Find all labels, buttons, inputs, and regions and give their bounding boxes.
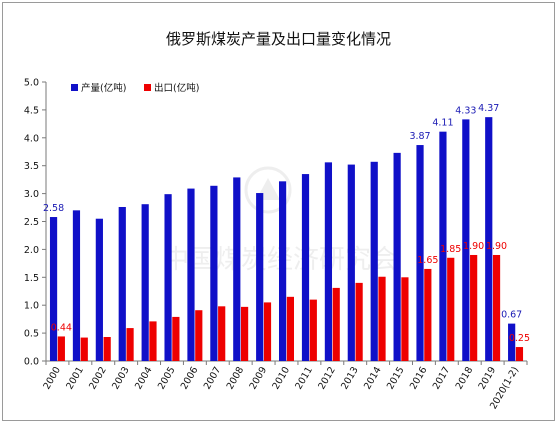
bar-production <box>301 174 310 361</box>
bar-export <box>195 310 203 361</box>
bar-production <box>164 194 172 361</box>
legend-label-production: 产量(亿吨) <box>81 82 126 94</box>
data-label-production: 4.11 <box>432 118 453 129</box>
bars <box>49 117 524 362</box>
bar-export <box>240 306 249 361</box>
bar-production <box>233 177 241 361</box>
x-tick-label: 2006 <box>179 365 201 391</box>
bar-export <box>218 306 226 361</box>
y-tick-label: 1.5 <box>24 273 39 284</box>
bar-production <box>72 210 81 361</box>
data-label-export: 1.90 <box>463 241 484 252</box>
bar-export <box>447 257 455 361</box>
bar-export <box>149 321 157 361</box>
bar-production <box>439 131 447 361</box>
bar-production <box>416 145 424 361</box>
data-label-export: 1.85 <box>440 244 461 255</box>
bar-production <box>141 204 149 361</box>
bar-production <box>370 161 378 361</box>
data-labels: 2.58 0.44 3.87 1.65 4.11 1.85 4.33 1.90 4.37 1.90… <box>43 103 530 344</box>
data-label-export: 0.44 <box>51 322 72 333</box>
y-tick-label: 5.0 <box>24 78 39 89</box>
bar-production <box>118 206 126 361</box>
legend: 产量(亿吨) 出口(亿吨) <box>71 82 199 94</box>
bar-production <box>347 164 355 361</box>
bar-export <box>401 277 409 361</box>
bar-production <box>508 323 516 361</box>
chart-title: 俄罗斯煤炭产量及出口量变化情况 <box>165 30 391 48</box>
bar-production <box>279 181 287 361</box>
x-tick-label: 2008 <box>225 365 247 391</box>
bar-export <box>172 316 180 361</box>
x-tick-label: 2011 <box>293 365 315 391</box>
y-tick-label: 4.5 <box>24 105 39 116</box>
data-label-export: 1.65 <box>417 255 438 266</box>
x-tick-label: 2012 <box>316 365 338 391</box>
x-tick-label: 2017 <box>431 365 453 391</box>
bar-export <box>332 287 340 361</box>
bar-export <box>80 337 88 361</box>
bar-export <box>378 276 386 361</box>
bar-export <box>355 282 363 361</box>
bar-export <box>424 268 432 361</box>
x-tick-label: 2001 <box>64 365 86 391</box>
bar-export <box>57 336 65 361</box>
bar-production <box>393 152 401 361</box>
data-label-production: 4.37 <box>478 103 499 114</box>
y-tick-label: 0.5 <box>24 329 39 340</box>
data-label-production: 2.58 <box>43 203 64 214</box>
y-tick-label: 4.0 <box>24 133 39 144</box>
bar-export <box>492 254 501 361</box>
y-tick-label: 3.0 <box>24 189 39 200</box>
x-tick-label: 2005 <box>156 365 178 391</box>
x-tick-label: 2016 <box>408 365 430 391</box>
bar-production <box>324 162 333 361</box>
x-tick-label: 2002 <box>87 365 109 391</box>
bar-production <box>462 119 470 361</box>
bar-export <box>515 347 524 361</box>
x-tick-label: 2018 <box>454 365 476 391</box>
y-tick-label: 3.5 <box>24 161 39 172</box>
bar-production <box>187 188 195 361</box>
data-label-export: 1.90 <box>486 241 507 252</box>
legend-label-export: 出口(亿吨) <box>154 82 199 94</box>
x-tick-label: 2019 <box>477 365 499 391</box>
bar-export <box>126 328 134 361</box>
x-tick-label: 2003 <box>110 365 132 391</box>
x-tick-label: 2009 <box>248 365 270 391</box>
bar-production <box>256 193 264 361</box>
x-tick-label: 2014 <box>362 365 384 391</box>
x-tick-label: 2013 <box>339 365 361 391</box>
x-tick-label: 2010 <box>270 365 292 391</box>
data-label-production: 4.33 <box>455 105 476 116</box>
bar-production <box>485 117 493 362</box>
legend-swatch-production <box>71 84 78 91</box>
bar-production <box>210 185 218 361</box>
y-tick-label: 2.5 <box>24 217 39 228</box>
x-tick-label: 2015 <box>385 365 407 391</box>
bar-export <box>470 254 478 361</box>
bar-export <box>309 299 317 361</box>
x-tick-label: 2007 <box>202 365 224 391</box>
x-tick-label: 2004 <box>133 365 155 391</box>
bar-production <box>49 217 58 361</box>
bar-export <box>263 302 272 361</box>
y-tick-label: 1.0 <box>24 301 39 312</box>
legend-swatch-export <box>144 84 151 91</box>
x-tick-label: 2000 <box>41 365 63 391</box>
data-label-production: 3.87 <box>409 131 430 142</box>
bar-export <box>286 296 294 361</box>
y-tick-label: 2.0 <box>24 245 39 256</box>
bar-production <box>95 218 103 361</box>
data-label-export: 0.25 <box>509 333 530 344</box>
y-tick-label: 0.0 <box>24 357 39 368</box>
bar-export <box>103 337 111 361</box>
data-label-production: 0.67 <box>501 310 522 321</box>
